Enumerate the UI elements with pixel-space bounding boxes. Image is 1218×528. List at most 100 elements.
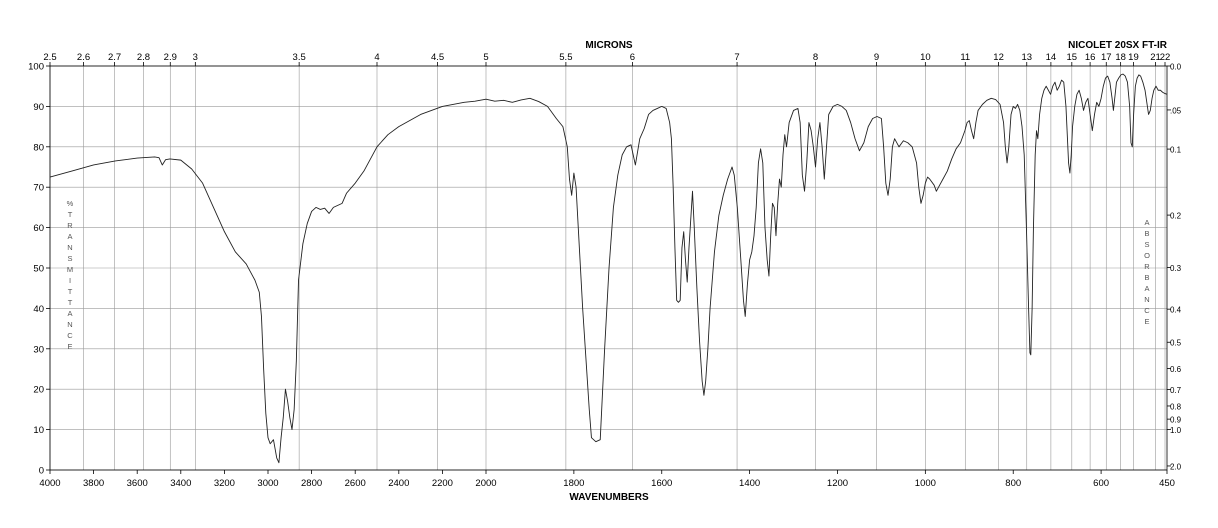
absorbance-tick-label: 0.3	[1170, 264, 1182, 273]
absorbance-tick-label: 0.7	[1170, 386, 1182, 395]
tick-labels: 2.5 2.6 2.7 2.8 2.9 3 3.5 4 4.5 5 5.5 6 7 8 9 10 11 12 13 1…	[28, 52, 1182, 489]
y2-axis-title-letter: E	[1144, 317, 1149, 326]
micron-tick-label: 16	[1085, 52, 1096, 63]
micron-tick-label: 12	[993, 52, 1004, 63]
micron-tick-label: 2.5	[43, 52, 56, 63]
transmittance-tick-label: 60	[33, 223, 44, 234]
y-axis-title-letter: T	[68, 287, 73, 296]
micron-tick-label: 10	[920, 52, 931, 63]
absorbance-tick-label: 1.0	[1170, 426, 1182, 435]
y-axis-title-letter: C	[67, 331, 73, 340]
y-axis-title-letter: T	[68, 210, 73, 219]
wavenumber-tick-label: 1000	[915, 478, 936, 489]
wavenumber-tick-label: 2000	[475, 478, 496, 489]
y-axis-title-letter: R	[67, 221, 73, 230]
micron-tick-label: 4	[374, 52, 379, 63]
micron-tick-label: 14	[1046, 52, 1057, 63]
micron-tick-label: 7	[734, 52, 739, 63]
absorbance-tick-label: 0.9	[1170, 416, 1182, 425]
wavenumber-tick-label: 3000	[257, 478, 278, 489]
grid-lines	[49, 65, 1167, 471]
wavenumber-tick-label: 2800	[301, 478, 322, 489]
absorbance-tick-label: .05	[1170, 106, 1182, 115]
wavenumber-tick-label: 3400	[170, 478, 191, 489]
transmittance-tick-label: 20	[33, 385, 44, 396]
absorbance-tick-label: 0.6	[1170, 365, 1182, 374]
micron-tick-label: 21	[1150, 52, 1161, 63]
absorbance-tick-label: 0.1	[1170, 146, 1182, 155]
instrument-label: NICOLET 20SX FT-IR	[1068, 40, 1168, 51]
y2-axis-title-letter: C	[1144, 306, 1150, 315]
wavenumber-tick-label: 800	[1005, 478, 1021, 489]
y-axis-title-letter: E	[67, 342, 72, 351]
wavenumber-tick-label: 600	[1093, 478, 1109, 489]
micron-tick-label: 4.5	[431, 52, 444, 63]
micron-tick-label: 2.8	[137, 52, 150, 63]
wavenumber-tick-label: 450	[1159, 478, 1175, 489]
micron-tick-label: 13	[1021, 52, 1032, 63]
micron-tick-label: 3.5	[293, 52, 306, 63]
y-axis-title-letter: N	[67, 243, 72, 252]
micron-tick-label: 2.7	[108, 52, 121, 63]
x-axis-title: WAVENUMBERS	[569, 492, 649, 503]
transmittance-tick-label: 70	[33, 183, 44, 194]
y2-axis-title-letter: A	[1144, 284, 1149, 293]
wavenumber-tick-label: 3200	[214, 478, 235, 489]
y-axis-title-letter: N	[67, 320, 72, 329]
y2-axis-title-letter: S	[1144, 240, 1149, 249]
absorbance-tick-label: 0.2	[1170, 212, 1182, 221]
transmittance-tick-label: 10	[33, 425, 44, 436]
axis-ticks	[46, 62, 1171, 474]
y-axis-title-letter: T	[68, 298, 73, 307]
micron-tick-label: 18	[1115, 52, 1126, 63]
wavenumber-tick-label: 3600	[127, 478, 148, 489]
transmittance-tick-label: 90	[33, 102, 44, 113]
micron-tick-label: 8	[813, 52, 818, 63]
transmittance-tick-label: 0	[39, 466, 44, 477]
transmittance-tick-label: 80	[33, 142, 44, 153]
y-axis-title-letter: A	[67, 232, 72, 241]
micron-tick-label: 15	[1067, 52, 1078, 63]
y2-axis-title-letter: A	[1144, 218, 1149, 227]
y-axis-title-letter: %	[67, 199, 74, 208]
wavenumber-tick-label: 1800	[563, 478, 584, 489]
absorbance-tick-label: 0.0	[1170, 63, 1182, 72]
y2-axis-title-letter: O	[1144, 251, 1150, 260]
wavenumber-tick-label: 1600	[651, 478, 672, 489]
micron-tick-label: 6	[630, 52, 635, 63]
wavenumber-tick-label: 4000	[39, 478, 60, 489]
micron-tick-label: 22	[1160, 52, 1171, 63]
y2-axis-title-letter: B	[1144, 273, 1149, 282]
micron-tick-label: 2.6	[77, 52, 90, 63]
micron-tick-label: 11	[960, 52, 970, 63]
wavenumber-tick-label: 2600	[345, 478, 366, 489]
y-axis-title-letter: M	[67, 265, 73, 274]
wavenumber-tick-label: 2200	[432, 478, 453, 489]
transmittance-tick-label: 40	[33, 304, 44, 315]
absorbance-tick-label: 0.4	[1170, 306, 1182, 315]
wavenumber-tick-label: 2400	[388, 478, 409, 489]
y2-axis-title-letter: B	[1144, 229, 1149, 238]
wavenumber-tick-label: 3800	[83, 478, 104, 489]
y2-axis-title-letter: N	[1144, 295, 1149, 304]
wavenumber-tick-label: 1400	[739, 478, 760, 489]
micron-tick-label: 19	[1128, 52, 1139, 63]
micron-tick-label: 5.5	[559, 52, 572, 63]
micron-tick-label: 3	[193, 52, 198, 63]
transmittance-tick-label: 30	[33, 344, 44, 355]
x2-axis-title: MICRONS	[585, 40, 633, 51]
transmittance-tick-label: 100	[28, 62, 44, 73]
absorbance-tick-label: 2.0	[1170, 462, 1182, 471]
wavenumber-tick-label: 1200	[827, 478, 848, 489]
transmittance-tick-label: 50	[33, 264, 44, 275]
micron-tick-label: 5	[483, 52, 488, 63]
micron-tick-label: 2.9	[164, 52, 177, 63]
micron-tick-label: 9	[874, 52, 879, 63]
y-axis-title-letter: A	[67, 309, 72, 318]
y2-axis-title-letter: R	[1144, 262, 1150, 271]
spectrum-line	[49, 73, 1168, 464]
y-axis-title-letter: S	[67, 254, 72, 263]
